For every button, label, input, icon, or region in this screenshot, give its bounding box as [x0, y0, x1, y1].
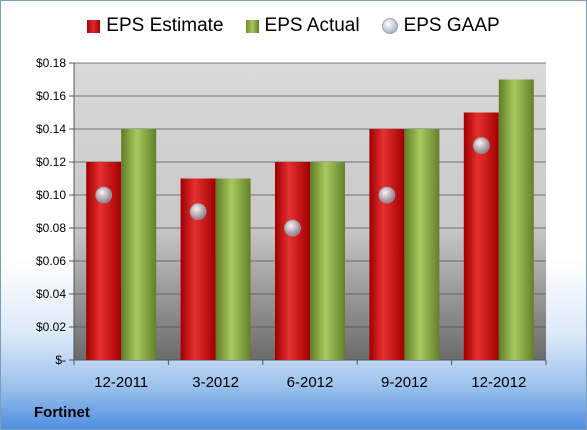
- y-tick-label: $0.12: [36, 155, 66, 169]
- y-tick-label: $0.08: [36, 221, 66, 235]
- bar-eps-actual: [121, 129, 157, 360]
- legend-item-gaap: EPS GAAP: [381, 15, 500, 37]
- y-tick-label: $0.10: [36, 188, 66, 202]
- legend-label-gaap: EPS GAAP: [403, 15, 500, 36]
- point-eps-gaap: [284, 219, 301, 237]
- y-tick-label: $0.04: [36, 287, 66, 301]
- bar-eps-actual: [310, 162, 345, 360]
- x-tick-label: 6-2012: [287, 374, 334, 391]
- bar-eps-estimate: [275, 162, 310, 360]
- company-label: Fortinet: [34, 404, 90, 421]
- legend-item-estimate: EPS Estimate: [87, 15, 224, 37]
- bar-eps-actual: [215, 178, 251, 360]
- bar-eps-actual: [404, 129, 440, 360]
- point-eps-gaap: [378, 186, 396, 204]
- y-tick-label: $0.18: [36, 56, 66, 70]
- legend-swatch-gaap: [381, 18, 398, 34]
- x-tick-label: 3-2012: [192, 374, 239, 391]
- point-eps-gaap: [189, 203, 207, 220]
- legend-label-estimate: EPS Estimate: [106, 15, 224, 36]
- bar-eps-estimate: [369, 129, 405, 360]
- x-tick-label: 9-2012: [381, 374, 428, 391]
- legend-swatch-actual: [245, 19, 259, 33]
- y-tick-label: $0.16: [36, 89, 66, 103]
- point-eps-gaap: [95, 186, 113, 204]
- legend-item-actual: EPS Actual: [245, 15, 360, 37]
- legend: EPS Estimate EPS Actual EPS GAAP: [1, 15, 586, 37]
- plot-area: $- $0.02 $0.04 $0.06 $0.08 $0.10 $0.12 $0.14 $0.…: [36, 56, 547, 391]
- legend-label-actual: EPS Actual: [264, 15, 360, 36]
- y-tick-label: $0.06: [36, 254, 66, 268]
- legend-swatch-estimate: [87, 19, 101, 33]
- bar-eps-actual: [498, 79, 534, 360]
- y-tick-label: $0.14: [36, 122, 66, 136]
- y-tick-label: $0.02: [36, 320, 66, 334]
- x-tick-label: 12-2012: [471, 374, 526, 391]
- point-eps-gaap: [472, 137, 490, 154]
- y-tick-label: $-: [55, 353, 66, 367]
- x-tick-label: 12-2011: [94, 374, 148, 391]
